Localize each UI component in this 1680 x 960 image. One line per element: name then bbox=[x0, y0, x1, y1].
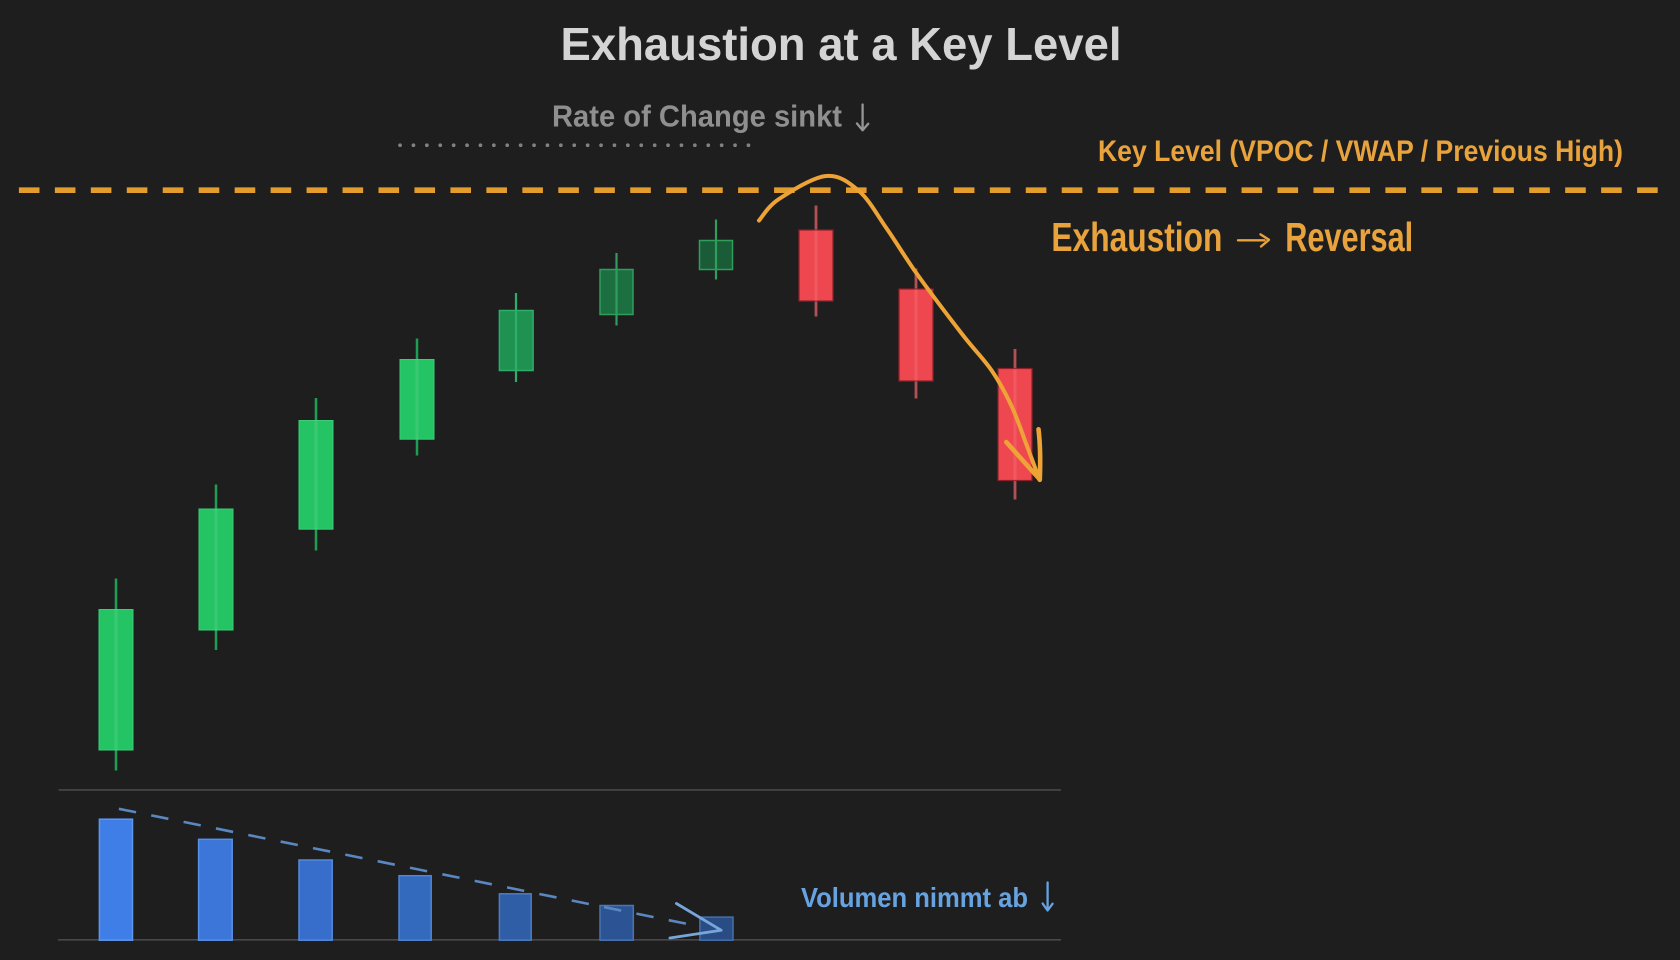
svg-text:Exhaustion at a Key Level: Exhaustion at a Key Level bbox=[561, 18, 1122, 70]
svg-text:Reversal: Reversal bbox=[1285, 214, 1413, 260]
svg-text:Key Level (VPOC / VWAP / Previ: Key Level (VPOC / VWAP / Previous High) bbox=[1098, 135, 1623, 168]
svg-text:Rate of Change sinkt: Rate of Change sinkt bbox=[552, 99, 842, 134]
svg-text:Volumen nimmt ab: Volumen nimmt ab bbox=[801, 882, 1028, 913]
svg-text:Exhaustion: Exhaustion bbox=[1051, 214, 1222, 260]
